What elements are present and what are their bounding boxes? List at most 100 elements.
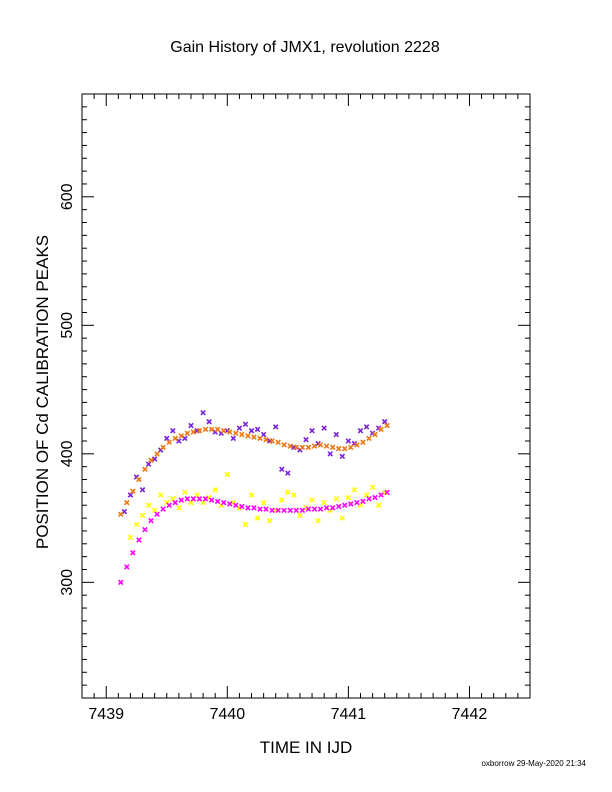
- data-point: [303, 436, 309, 443]
- data-point: [206, 418, 212, 425]
- data-point: [299, 444, 306, 451]
- data-point: [348, 501, 354, 507]
- data-point: [254, 426, 261, 433]
- data-point: [145, 461, 152, 467]
- data-point: [136, 476, 142, 483]
- data-point: [151, 456, 158, 462]
- data-point: [378, 492, 384, 498]
- data-point: [248, 492, 255, 498]
- data-point: [133, 521, 140, 528]
- data-point: [299, 507, 306, 514]
- data-point: [372, 494, 378, 501]
- data-point: [281, 442, 287, 448]
- data-point: [285, 470, 291, 476]
- data-point: [311, 443, 318, 449]
- data-point: [311, 506, 318, 512]
- data-point: [239, 431, 245, 438]
- data-point: [163, 435, 170, 442]
- data-point: [260, 431, 267, 438]
- data-point: [366, 496, 372, 502]
- data-point: [188, 499, 194, 506]
- data-point: [226, 429, 233, 435]
- data-point: [157, 492, 164, 498]
- data-point: [354, 442, 360, 448]
- data-point: [363, 424, 370, 430]
- data-point: [317, 442, 324, 448]
- data-point: [200, 499, 206, 506]
- data-point: [354, 499, 360, 506]
- data-point: [154, 451, 160, 457]
- data-point: [172, 499, 178, 506]
- data-point: [329, 505, 336, 511]
- data-point: [208, 497, 215, 503]
- data-point: [136, 537, 142, 543]
- data-point: [230, 435, 237, 442]
- data-point: [178, 433, 185, 439]
- data-point: [220, 427, 227, 434]
- data-point: [160, 506, 166, 512]
- data-point: [208, 426, 215, 433]
- x-tick-label: 7441: [331, 706, 367, 723]
- data-point: [266, 517, 273, 524]
- data-point: [357, 427, 364, 434]
- data-point: [145, 502, 152, 508]
- data-point: [172, 435, 178, 442]
- data-point: [257, 506, 263, 512]
- data-point: [148, 457, 154, 464]
- data-point: [214, 426, 221, 433]
- data-point: [297, 512, 303, 519]
- data-point: [317, 506, 324, 512]
- data-point: [127, 534, 134, 541]
- data-point: [263, 436, 269, 443]
- data-point: [309, 497, 315, 503]
- data-point: [245, 433, 251, 439]
- data-point: [263, 506, 269, 512]
- data-point: [378, 426, 384, 433]
- data-point: [202, 426, 209, 433]
- data-point: [384, 489, 390, 496]
- data-points: [117, 409, 390, 586]
- data-point: [190, 429, 197, 435]
- data-point: [248, 427, 255, 434]
- data-point: [333, 496, 340, 502]
- axis-ticks: [81, 93, 531, 699]
- data-point: [309, 427, 315, 434]
- data-point: [321, 499, 327, 506]
- y-axis-label: POSITION OF Cd CALIBRATION PEAKS: [33, 235, 52, 549]
- data-point: [366, 435, 372, 442]
- data-point: [348, 444, 354, 451]
- data-point: [321, 425, 327, 431]
- data-point: [341, 445, 348, 452]
- plot-frame: [81, 93, 531, 699]
- data-point: [130, 550, 136, 556]
- data-point: [381, 418, 388, 425]
- data-point: [275, 439, 281, 446]
- data-point: [142, 526, 148, 533]
- data-point: [200, 409, 206, 416]
- data-point: [341, 502, 348, 508]
- data-point: [339, 515, 346, 521]
- data-point: [291, 492, 297, 498]
- data-point: [275, 507, 281, 514]
- data-point: [182, 489, 188, 496]
- data-point: [127, 492, 134, 498]
- data-point: [184, 430, 191, 437]
- data-point: [170, 427, 176, 434]
- data-point: [279, 466, 285, 473]
- y-tick-label: 300: [59, 569, 76, 596]
- data-point: [335, 503, 342, 510]
- data-point: [194, 492, 200, 498]
- data-point: [139, 487, 146, 493]
- data-point: [239, 503, 245, 510]
- x-tick-label: 7439: [88, 706, 124, 723]
- data-point: [287, 507, 294, 514]
- series-0: [121, 409, 388, 515]
- data-point: [166, 502, 172, 508]
- data-point: [196, 427, 203, 434]
- y-tick-label: 400: [59, 440, 76, 467]
- data-point: [242, 521, 249, 528]
- series-3: [117, 489, 390, 586]
- data-point: [272, 424, 279, 430]
- data-point: [154, 511, 160, 517]
